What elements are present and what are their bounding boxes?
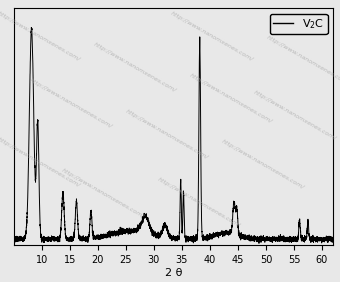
Text: http://www.nanomxenes.com/: http://www.nanomxenes.com/ <box>61 168 145 219</box>
Text: http://www.nanomxenes.com/: http://www.nanomxenes.com/ <box>253 89 337 141</box>
X-axis label: 2 θ: 2 θ <box>165 268 182 278</box>
Text: http://www.nanomxenes.com/: http://www.nanomxenes.com/ <box>0 11 81 63</box>
Text: http://www.nanomxenes.com/: http://www.nanomxenes.com/ <box>170 11 254 63</box>
Legend: $\mathregular{V_2C}$: $\mathregular{V_2C}$ <box>270 14 328 34</box>
Text: http://www.nanomxenes.com/: http://www.nanomxenes.com/ <box>0 137 81 188</box>
Text: http://www.nanomxenes.com/: http://www.nanomxenes.com/ <box>93 42 177 93</box>
Text: http://www.nanomxenes.com/: http://www.nanomxenes.com/ <box>266 35 340 86</box>
Text: http://www.nanomxenes.com/: http://www.nanomxenes.com/ <box>125 108 209 160</box>
Text: http://www.nanomxenes.com/: http://www.nanomxenes.com/ <box>157 177 241 228</box>
Text: http://www.nanomxenes.com/: http://www.nanomxenes.com/ <box>29 78 113 129</box>
Text: http://www.nanomxenes.com/: http://www.nanomxenes.com/ <box>221 139 305 191</box>
Text: http://www.nanomxenes.com/: http://www.nanomxenes.com/ <box>189 73 273 124</box>
